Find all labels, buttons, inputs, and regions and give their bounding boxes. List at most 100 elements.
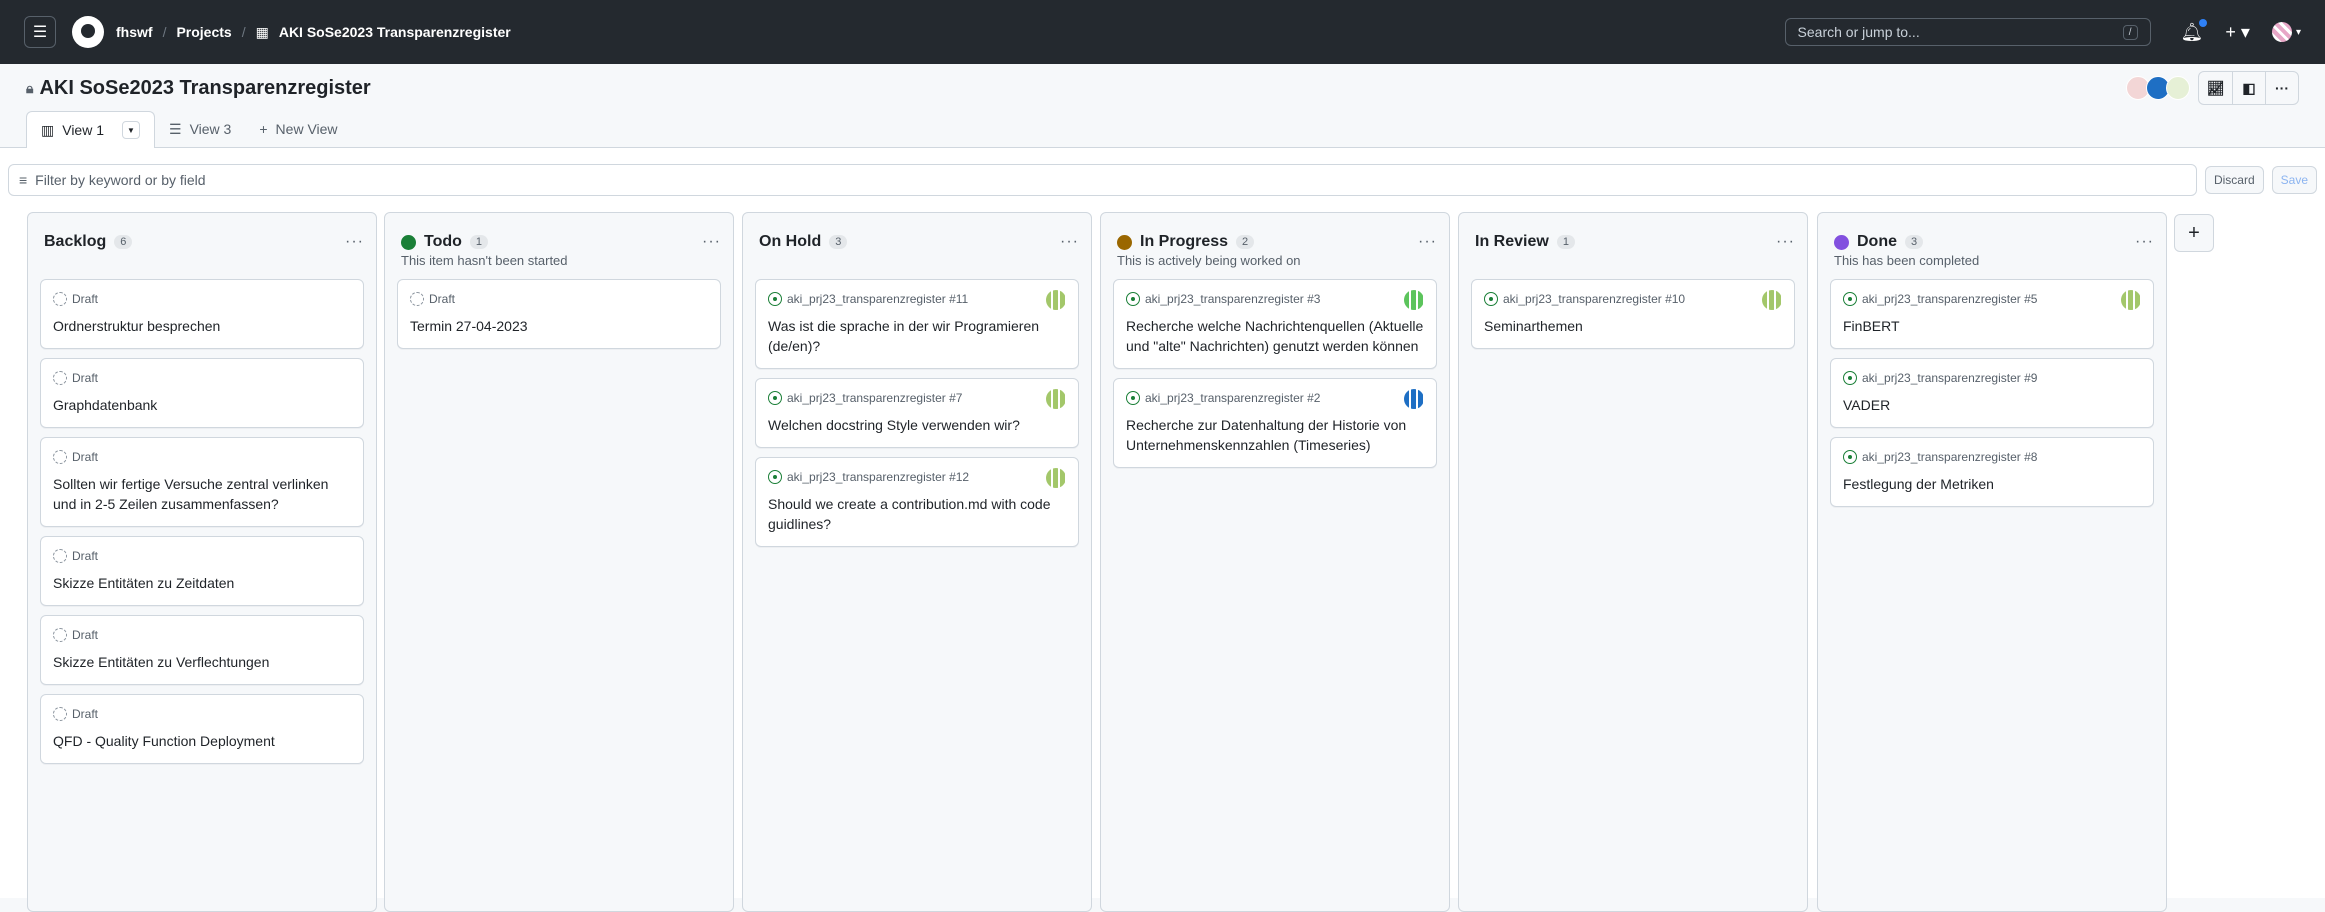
- card-meta[interactable]: aki_prj23_transparenzregister #7: [787, 391, 963, 405]
- column-count: 1: [469, 235, 489, 249]
- card[interactable]: Draft Termin 27-04-2023: [397, 279, 721, 349]
- column-more-icon[interactable]: ···: [1418, 233, 1437, 250]
- card-title[interactable]: Graphdatenbank: [53, 397, 158, 413]
- card[interactable]: Draft QFD - Quality Function Deployment: [40, 694, 364, 764]
- assignee-avatar[interactable]: [1404, 290, 1424, 310]
- issue-open-icon: [1126, 391, 1140, 405]
- add-column-button[interactable]: +: [2174, 214, 2214, 252]
- card[interactable]: Draft Skizze Entitäten zu Verflechtungen: [40, 615, 364, 685]
- card-title[interactable]: Ordnerstruktur besprechen: [53, 318, 221, 334]
- filter-input[interactable]: ≡ Filter by keyword or by field: [8, 164, 2197, 196]
- tab-label: New View: [275, 121, 338, 137]
- card-title[interactable]: Was ist die sprache in der wir Programie…: [768, 318, 1040, 354]
- board-icon: ▥: [41, 121, 55, 138]
- card[interactable]: aki_prj23_transparenzregister #10 Seminar…: [1471, 279, 1795, 349]
- search-input[interactable]: Search or jump to... /: [1784, 18, 2151, 46]
- assignee-avatar[interactable]: [1046, 290, 1066, 310]
- issue-open-icon: [1126, 292, 1140, 306]
- insights-chart-icon[interactable]: 📈︎: [2206, 79, 2225, 96]
- plus-icon: +: [259, 121, 268, 137]
- search-placeholder: Search or jump to...: [1797, 24, 1920, 40]
- assignee-avatar[interactable]: [1762, 290, 1782, 310]
- card[interactable]: aki_prj23_transparenzregister #11 Was ist…: [755, 279, 1079, 369]
- assignee-avatar[interactable]: [1404, 389, 1424, 409]
- draft-icon: [53, 292, 67, 306]
- column-more-icon[interactable]: ···: [702, 233, 721, 250]
- breadcrumb-projects[interactable]: Projects: [176, 24, 232, 40]
- card-meta[interactable]: aki_prj23_transparenzregister #5: [1862, 292, 2038, 306]
- column-more-icon[interactable]: ···: [2135, 233, 2154, 250]
- card-title[interactable]: Skizze Entitäten zu Zeitdaten: [53, 575, 235, 591]
- column-in-review: In Review 1 ··· aki_prj23_transparenzregist…: [1458, 212, 1808, 912]
- card-meta[interactable]: aki_prj23_transparenzregister #10: [1503, 292, 1686, 306]
- column-description: This item hasn't been started: [401, 253, 568, 268]
- card[interactable]: aki_prj23_transparenzregister #12 Should …: [755, 457, 1079, 547]
- assignee-avatar[interactable]: [2121, 290, 2141, 310]
- card[interactable]: Draft Graphdatenbank: [40, 358, 364, 428]
- more-options-icon[interactable]: ···: [2265, 72, 2298, 104]
- assignee-avatar[interactable]: [1046, 468, 1066, 488]
- github-logo-icon[interactable]: [72, 16, 104, 48]
- card[interactable]: aki_prj23_transparenzregister #9 VADER: [1830, 358, 2154, 428]
- status-dot-icon: [1117, 234, 1132, 250]
- card-title[interactable]: Festlegung der Metriken: [1843, 476, 1994, 492]
- column-title: On Hold: [759, 233, 822, 250]
- column-count: 1: [1556, 235, 1575, 249]
- filter-placeholder: Filter by keyword or by field: [35, 172, 206, 188]
- draft-icon: [53, 549, 67, 563]
- menu-button[interactable]: ☰: [24, 16, 56, 48]
- card-title[interactable]: Recherche zur Datenhaltung der Historie …: [1126, 417, 1407, 453]
- draft-icon: [53, 371, 67, 385]
- card-meta[interactable]: aki_prj23_transparenzregister #3: [1145, 292, 1321, 306]
- card[interactable]: Draft Sollten wir fertige Versuche zentra…: [40, 437, 364, 527]
- card-meta[interactable]: aki_prj23_transparenzregister #8: [1862, 450, 2038, 464]
- card-title[interactable]: Sollten wir fertige Versuche zentral ver…: [53, 476, 329, 512]
- card-title[interactable]: VADER: [1843, 397, 1891, 413]
- tab-view-1[interactable]: ▥ View 1 ▼: [26, 111, 156, 148]
- breadcrumb-project[interactable]: AKI SoSe2023 Transparenzregister: [278, 24, 511, 40]
- card-meta[interactable]: aki_prj23_transparenzregister #12: [787, 470, 970, 484]
- notifications-bell-icon[interactable]: 🔔︎: [2180, 18, 2208, 42]
- breadcrumb-org[interactable]: fhswf: [116, 24, 153, 40]
- create-new-button[interactable]: + ▾: [2225, 21, 2250, 42]
- card[interactable]: aki_prj23_transparenzregister #2 Recherch…: [1113, 378, 1437, 468]
- card-meta[interactable]: aki_prj23_transparenzregister #2: [1145, 391, 1321, 405]
- side-panel-icon[interactable]: ◧: [2232, 72, 2265, 104]
- card-title[interactable]: Termin 27-04-2023: [410, 318, 528, 334]
- card-title[interactable]: Skizze Entitäten zu Verflechtungen: [53, 654, 270, 670]
- assignee-avatar[interactable]: [1046, 389, 1066, 409]
- card-title[interactable]: Seminarthemen: [1484, 318, 1583, 334]
- card-meta[interactable]: aki_prj23_transparenzregister #9: [1862, 371, 2038, 385]
- card[interactable]: Draft Ordnerstruktur besprechen: [40, 279, 364, 349]
- card[interactable]: aki_prj23_transparenzregister #8 Festlegu…: [1830, 437, 2154, 507]
- card[interactable]: aki_prj23_transparenzregister #5 FinBERT: [1830, 279, 2154, 349]
- table-view-icon: ☰: [169, 120, 182, 137]
- save-button[interactable]: Save: [2271, 166, 2317, 194]
- issue-open-icon: [1843, 371, 1857, 385]
- discard-button[interactable]: Discard: [2204, 166, 2264, 194]
- column-on-hold: On Hold 3 ··· aki_prj23_transparenzregister…: [742, 212, 1092, 912]
- collaborator-avatars[interactable]: [2126, 76, 2190, 100]
- card[interactable]: aki_prj23_transparenzregister #3 Recherch…: [1113, 279, 1437, 369]
- column-more-icon[interactable]: ···: [1060, 233, 1079, 250]
- draft-icon: [410, 292, 424, 306]
- tab-view-3[interactable]: ☰ View 3: [155, 111, 245, 147]
- card-title[interactable]: Should we create a contribution.md with …: [768, 496, 1051, 532]
- user-menu[interactable]: ▾: [2271, 22, 2301, 42]
- column-more-icon[interactable]: ···: [1776, 233, 1795, 250]
- card[interactable]: Draft Skizze Entitäten zu Zeitdaten: [40, 536, 364, 606]
- column-count: 6: [114, 235, 133, 249]
- column-count: 2: [1236, 235, 1255, 249]
- card-title[interactable]: Welchen docstring Style verwenden wir?: [768, 417, 1020, 433]
- card[interactable]: aki_prj23_transparenzregister #7 Welchen …: [755, 378, 1079, 448]
- new-view-button[interactable]: + New View: [245, 111, 351, 147]
- column-header: Done 3 ···: [1830, 217, 2154, 267]
- card-title[interactable]: FinBERT: [1843, 318, 1900, 334]
- column-more-icon[interactable]: ···: [345, 233, 364, 250]
- tab-label: View 3: [189, 121, 232, 137]
- card-meta[interactable]: aki_prj23_transparenzregister #11: [787, 292, 969, 306]
- card-title[interactable]: Recherche welche Nachrichtenquellen (Akt…: [1126, 318, 1424, 354]
- card-title[interactable]: QFD - Quality Function Deployment: [53, 733, 275, 749]
- lock-icon: 🔒︎: [26, 79, 34, 96]
- view-options-dropdown[interactable]: ▼: [122, 121, 141, 139]
